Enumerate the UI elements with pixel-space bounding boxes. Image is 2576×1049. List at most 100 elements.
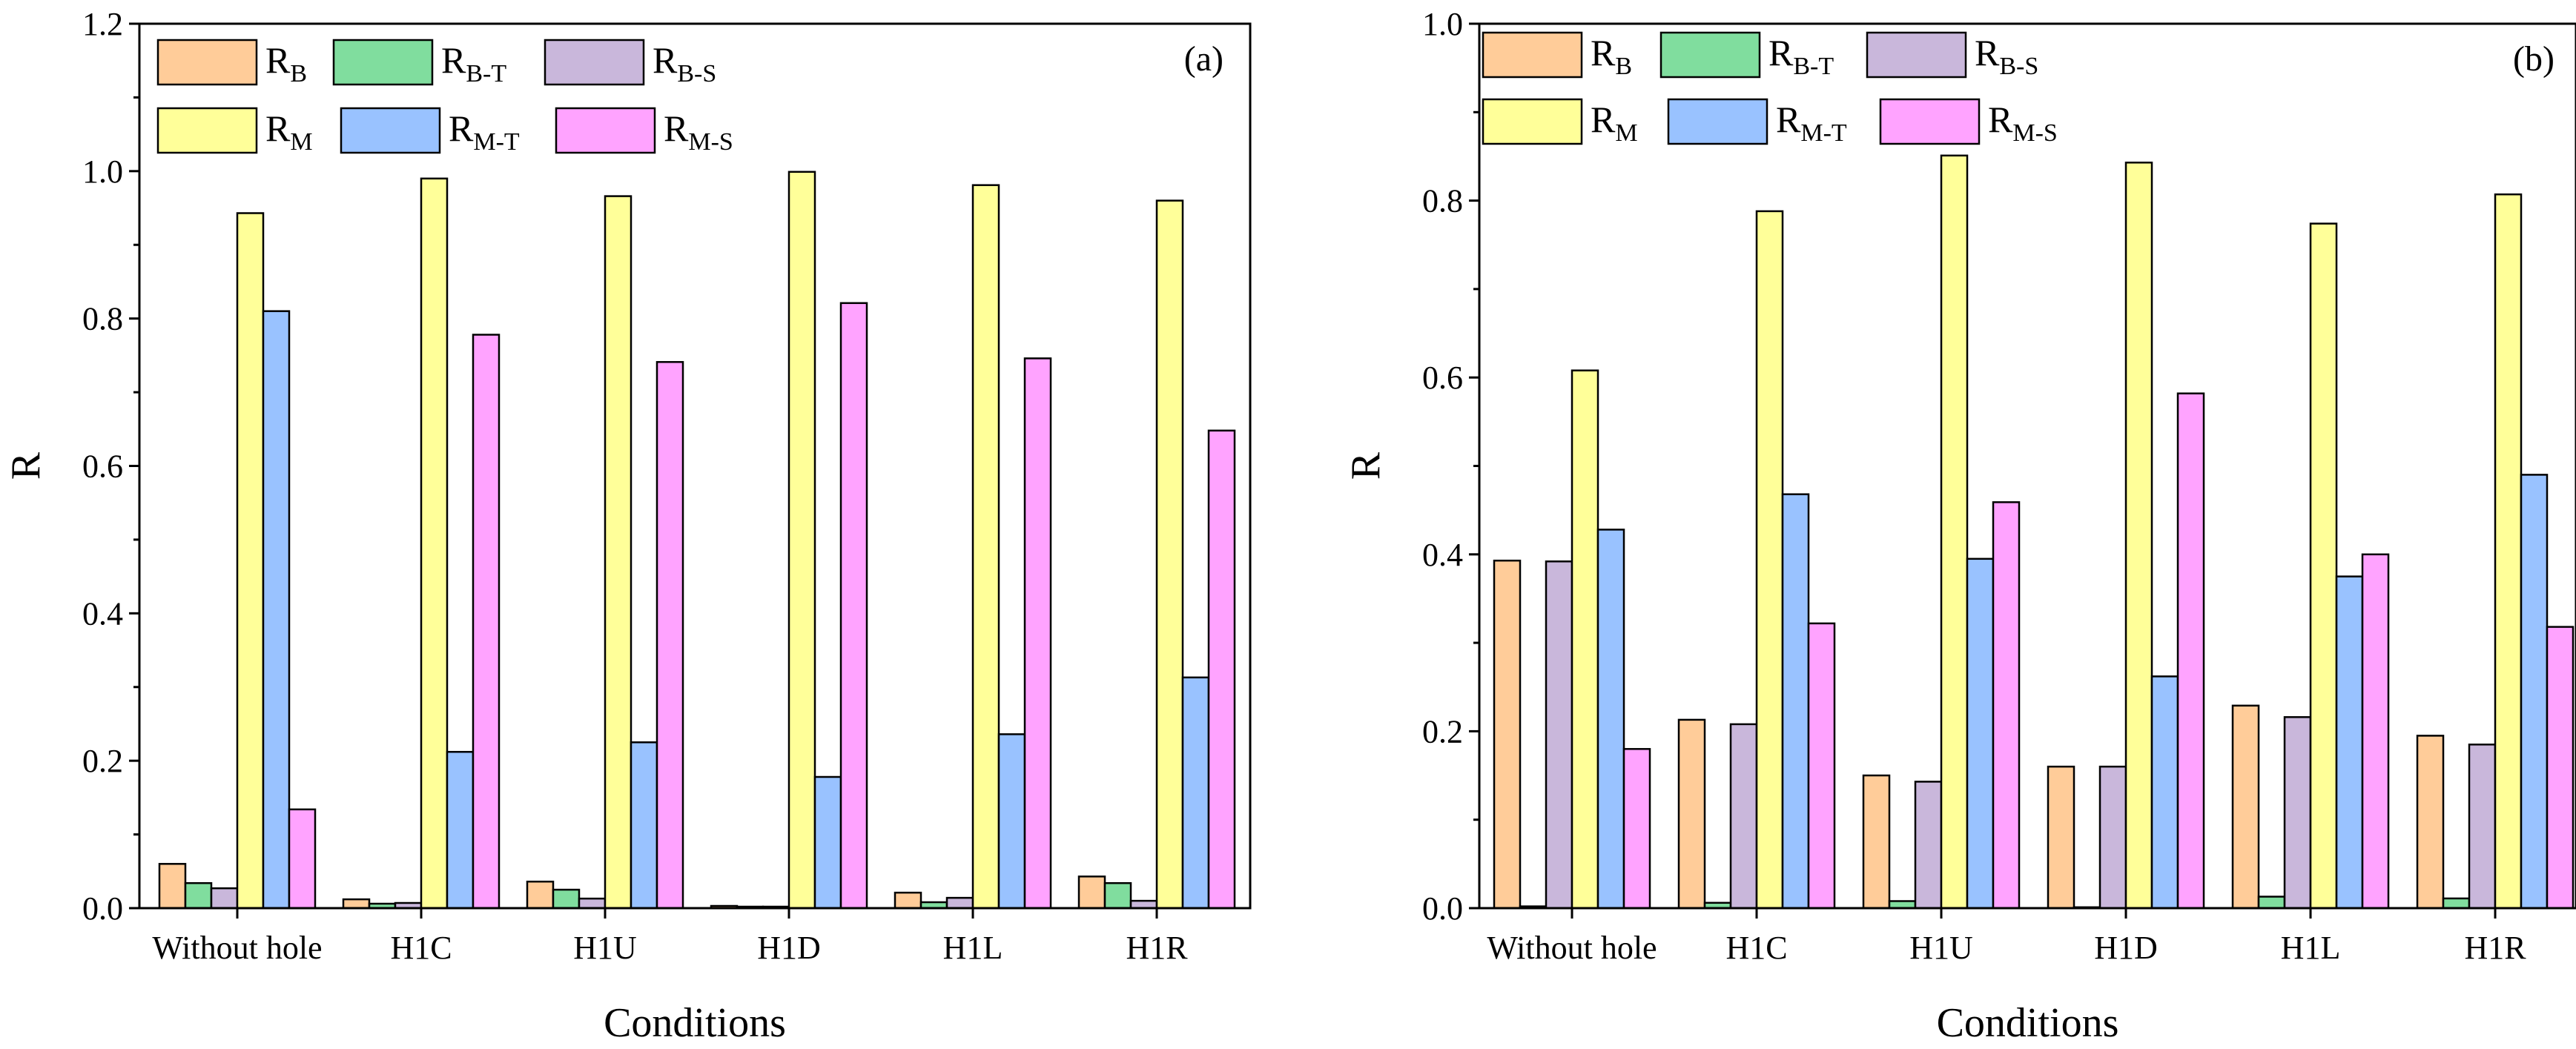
y-tick-label: 1.0 — [1422, 6, 1463, 42]
bar-m-s-2 — [655, 361, 684, 910]
legend-label-b: RB — [1591, 32, 1632, 80]
y-tick-label: 0.6 — [1422, 360, 1463, 396]
x-tick-label: H1C — [1725, 930, 1787, 966]
bar-m-t-0 — [1596, 529, 1625, 910]
y-tick-label: 0.0 — [82, 890, 123, 927]
bar-b-1 — [1677, 718, 1706, 910]
bar-m-t-5 — [2520, 474, 2549, 910]
bar-b-t-0 — [184, 881, 213, 910]
bar-b-3 — [2047, 765, 2075, 910]
bar-b-0 — [158, 863, 187, 910]
bar-b-t-2 — [552, 888, 581, 910]
legend-swatch-m-t — [340, 107, 441, 154]
x-axis-title: Conditions — [604, 1000, 786, 1046]
chart-panel-b: 0.0 0.2 0.4 0.6 0.8 1.0 Without hole H1C H1U H1D H… — [1343, 6, 2576, 1046]
x-tick-label: H1U — [1909, 930, 1973, 966]
bar-m-s-1 — [472, 334, 501, 910]
x-tick-label: H1C — [390, 930, 452, 966]
bar-b-s-2 — [1914, 781, 1943, 910]
x-axis-title: Conditions — [1937, 1000, 2119, 1046]
bar-m-5 — [2494, 193, 2523, 910]
bar-b-t-5 — [1103, 881, 1132, 910]
bar-m-t-0 — [262, 310, 291, 910]
bar-m-t-1 — [446, 750, 475, 910]
bar-m-s-0 — [1622, 748, 1651, 910]
legend-swatch-m — [1482, 98, 1583, 145]
legend-swatch-b — [1482, 31, 1583, 79]
bar-m-s-4 — [2361, 553, 2390, 910]
legend-label-m: RM — [1591, 99, 1638, 147]
x-tick-label: H1R — [2464, 930, 2526, 966]
y-tick-label: 0.8 — [1422, 183, 1463, 219]
bar-m-3 — [2124, 162, 2153, 910]
legend-swatch-m-s — [555, 107, 656, 154]
x-tick-label: H1L — [2281, 930, 2341, 966]
bar-b-s-0 — [210, 887, 239, 910]
bar-b-t-5 — [2442, 897, 2471, 910]
bar-b-s-2 — [578, 897, 607, 910]
x-tick-label: Without hole — [1487, 930, 1657, 966]
y-tick-label: 0.8 — [82, 301, 123, 337]
bar-m-s-5 — [1207, 429, 1236, 910]
y-tick-label: 0.0 — [1422, 890, 1463, 927]
y-tick-label: 0.6 — [82, 449, 123, 485]
chart-panel-a: 0.0 0.2 0.4 0.6 0.8 1.0 1.2 Without hole H1C H1U H… — [3, 6, 1252, 1046]
legend-label-b: RB — [265, 39, 307, 87]
bar-b-5 — [1077, 876, 1106, 910]
bar-m-s-3 — [2176, 392, 2205, 910]
legend-label-m: RM — [265, 107, 313, 156]
plot-frame — [138, 22, 1252, 910]
legend-label-b-s: RB-S — [653, 39, 716, 87]
bar-b-1 — [342, 898, 371, 910]
bar-m-5 — [1155, 199, 1184, 910]
bar-b-s-0 — [1545, 560, 1573, 910]
legend-label-b-t: RB-T — [441, 39, 506, 87]
bar-m-t-2 — [1966, 557, 1995, 910]
bar-m-2 — [604, 195, 633, 910]
y-tick-label: 1.0 — [82, 153, 123, 190]
legend-label-b-t: RB-T — [1768, 32, 1834, 80]
legend-label-m-s: RM-S — [664, 107, 733, 156]
bar-b-s-4 — [2283, 716, 2312, 910]
x-tick-label: H1L — [943, 930, 1003, 966]
bar-b-s-3 — [2098, 765, 2127, 910]
legend-swatch-b-t — [332, 39, 434, 86]
bar-b-s-5 — [2468, 744, 2497, 910]
bar-m-s-4 — [1023, 357, 1052, 910]
bar-m-t-4 — [2335, 575, 2364, 910]
bar-m-t-5 — [1181, 676, 1210, 910]
panel-label: (b) — [2513, 39, 2554, 79]
bar-b-4 — [894, 891, 922, 910]
bar-m-t-3 — [2150, 675, 2179, 910]
bar-b-s-4 — [945, 896, 974, 910]
legend-swatch-m — [156, 107, 258, 154]
y-axis-title: R — [1343, 451, 1389, 480]
legend-swatch-b-s — [1866, 31, 1967, 79]
legend-label-m-t: RM-T — [449, 107, 520, 156]
bar-m-t-3 — [813, 775, 842, 910]
bar-b-0 — [1493, 559, 1522, 910]
bar-b-s-1 — [1729, 723, 1758, 910]
bar-m-4 — [2309, 222, 2338, 910]
bar-m-t-2 — [630, 741, 658, 910]
bar-b-5 — [2416, 735, 2445, 910]
y-tick-label: 0.4 — [1422, 537, 1463, 573]
x-tick-label: H1R — [1126, 930, 1188, 966]
panel-label: (a) — [1184, 39, 1223, 79]
bar-m-s-0 — [288, 808, 317, 910]
legend-label-b-s: RB-S — [1975, 32, 2038, 80]
bar-b-2 — [526, 880, 555, 910]
bar-m-1 — [420, 177, 449, 910]
legend-swatch-m-t — [1667, 98, 1768, 145]
legend-swatch-m-s — [1879, 98, 1981, 145]
x-tick-label: H1U — [573, 930, 637, 966]
legend-label-m-t: RM-T — [1776, 99, 1847, 147]
legend-swatch-b-t — [1659, 31, 1761, 79]
bar-m-1 — [1755, 210, 1784, 910]
x-tick-label: Without hole — [152, 930, 322, 966]
bar-m-2 — [1940, 154, 1969, 910]
bar-b-2 — [1862, 774, 1891, 910]
y-tick-label: 0.2 — [1422, 713, 1463, 749]
bar-m-s-1 — [1807, 622, 1836, 910]
bar-m-0 — [1571, 369, 1599, 910]
